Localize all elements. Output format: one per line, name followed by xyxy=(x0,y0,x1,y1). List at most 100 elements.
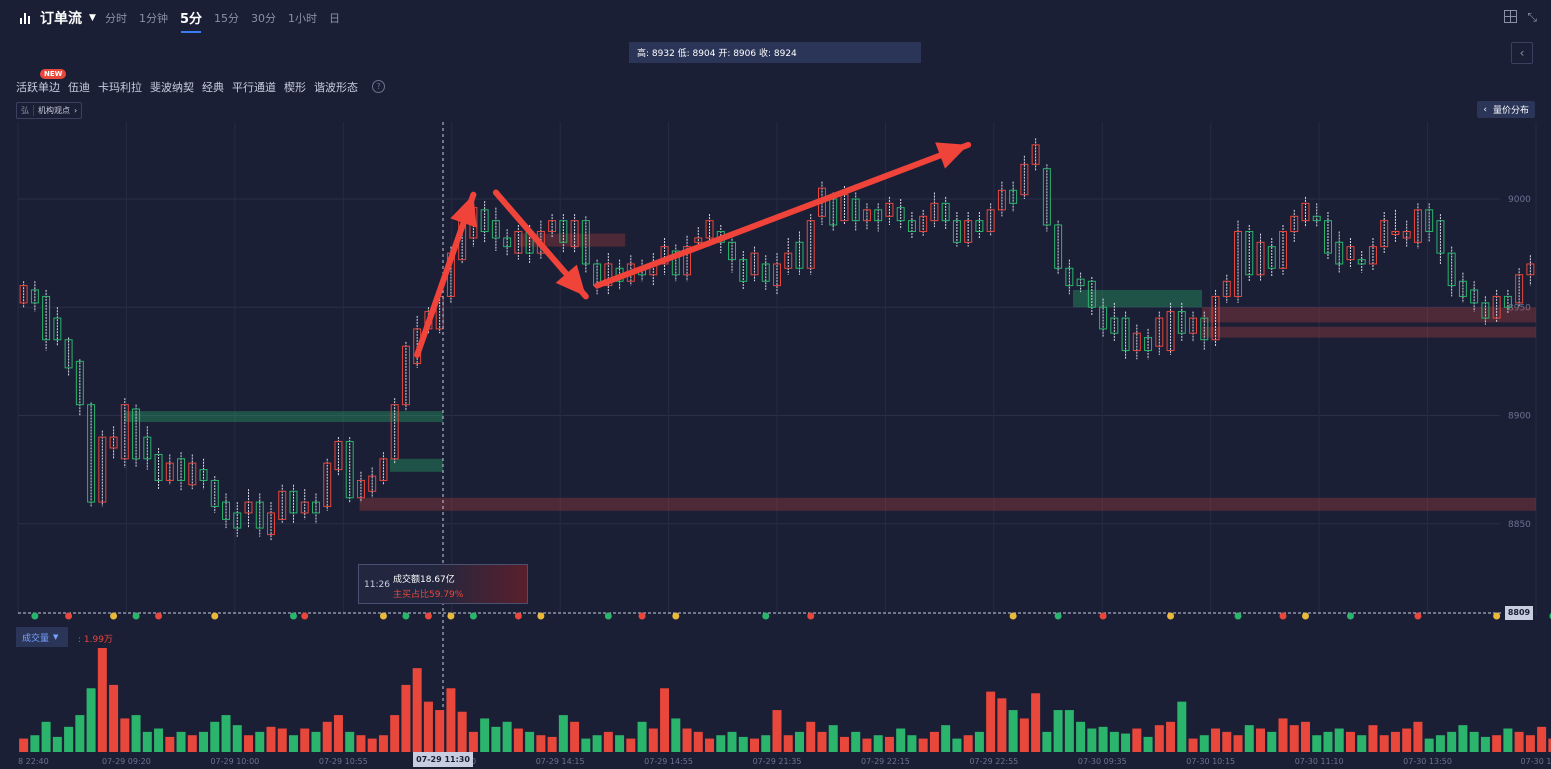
volume-bar xyxy=(839,736,849,752)
volume-bar xyxy=(1132,728,1142,752)
pattern-active-unilateral[interactable]: 活跃单边 NEW xyxy=(16,69,67,95)
candle-body xyxy=(795,241,804,269)
pattern-woody[interactable]: 伍迪 xyxy=(68,81,90,94)
volume-bar xyxy=(86,688,96,752)
candle-body xyxy=(986,209,995,232)
trend-arrow-line xyxy=(594,141,972,289)
candle-body xyxy=(1222,280,1231,297)
candle-body xyxy=(784,252,793,269)
collapse-diagonal-icon[interactable]: ⤡ xyxy=(1527,10,1537,24)
volume-bar xyxy=(907,735,917,752)
candle-body xyxy=(975,220,984,232)
candle-body xyxy=(604,263,613,287)
volume-bar xyxy=(390,715,400,752)
candle-body xyxy=(952,220,961,243)
pattern-classic[interactable]: 经典 xyxy=(202,81,224,94)
volume-bar xyxy=(356,735,366,752)
pattern-harmonic[interactable]: 谐波形态 xyxy=(314,81,358,94)
candle-body xyxy=(997,189,1006,211)
volume-bar xyxy=(794,731,804,752)
candle-body xyxy=(1357,259,1366,265)
candle-body xyxy=(1121,317,1130,352)
candle-body xyxy=(154,453,163,481)
volume-bar xyxy=(1087,728,1097,752)
tab-day[interactable]: 日 xyxy=(329,12,341,25)
pattern-camarilla[interactable]: 卡玛利拉 xyxy=(98,81,142,94)
volume-profile-label: 量价分布 xyxy=(1492,106,1529,116)
volume-bar xyxy=(322,721,332,752)
signal-marker xyxy=(424,612,432,620)
tab-1min[interactable]: 1分钟 xyxy=(139,12,168,25)
x-tick-label: 07-30 10:15 xyxy=(1186,757,1235,766)
candle-body xyxy=(143,436,152,460)
candle-body xyxy=(1211,295,1220,341)
institution-view-chip[interactable]: 弘 机构观点 › xyxy=(16,102,83,119)
volume-bar xyxy=(896,728,906,752)
volume-indicator-select[interactable]: 成交量 ▼ xyxy=(16,627,68,647)
caret-down-icon[interactable]: ▼ xyxy=(89,13,96,23)
candle-body xyxy=(345,440,354,499)
candle-body xyxy=(896,207,905,222)
volume-bar xyxy=(817,731,827,752)
volume-bar xyxy=(221,715,231,752)
candle-body xyxy=(806,220,815,269)
volume-bar xyxy=(918,738,928,752)
y-tick-label: 8900 xyxy=(1508,412,1531,422)
candle-body xyxy=(761,263,770,282)
volume-bar xyxy=(1166,721,1176,752)
tooltip-amount: 成交额18.67亿 xyxy=(393,575,455,585)
volume-bar xyxy=(154,728,164,752)
volume-bar xyxy=(97,648,107,752)
candle-body xyxy=(255,501,264,529)
pattern-parallel-channel[interactable]: 平行通道 xyxy=(232,81,276,94)
candle-body xyxy=(503,237,512,248)
x-tick-label: 07-30 1 xyxy=(1521,757,1551,766)
app-title-label: 订单流 xyxy=(40,11,82,27)
volume-bar xyxy=(1064,710,1074,752)
candle-body xyxy=(109,436,118,449)
app-title[interactable]: 订单流 ▼ xyxy=(20,8,96,28)
volume-bar xyxy=(862,738,872,752)
volume-bar xyxy=(75,715,85,752)
tab-1hour[interactable]: 1小时 xyxy=(288,12,318,25)
signal-marker xyxy=(537,612,545,620)
volume-bar xyxy=(333,715,343,752)
help-icon[interactable]: ? xyxy=(372,80,385,93)
volume-bar xyxy=(592,735,602,752)
signal-marker xyxy=(110,612,118,620)
volume-bar xyxy=(176,731,186,752)
pattern-wedge[interactable]: 楔形 xyxy=(284,81,306,94)
candle-body xyxy=(244,501,253,514)
candle-body xyxy=(1144,337,1153,352)
trend-arrow-head xyxy=(555,264,586,297)
volume-bar xyxy=(1492,735,1502,752)
collapse-panel-button[interactable]: ‹ xyxy=(1511,42,1533,64)
candle-body xyxy=(1009,189,1018,204)
volume-bar xyxy=(1300,721,1310,752)
chevron-left-icon: ‹ xyxy=(1483,104,1487,115)
volume-bar xyxy=(199,731,209,752)
tab-15min[interactable]: 15分 xyxy=(214,12,240,25)
signal-marker xyxy=(514,612,522,620)
signal-marker xyxy=(762,612,770,620)
pattern-fibonacci[interactable]: 斐波纳契 xyxy=(150,81,194,94)
tab-fenshi[interactable]: 分时 xyxy=(105,12,127,25)
signal-marker xyxy=(132,612,140,620)
layout-grid-icon[interactable] xyxy=(1504,10,1518,23)
volume-profile-button[interactable]: ‹ 量价分布 xyxy=(1477,101,1535,118)
tab-5min[interactable]: 5分 xyxy=(180,8,202,33)
volume-bar xyxy=(851,731,861,752)
signal-marker xyxy=(807,612,815,620)
current-price-tag: 8809 xyxy=(1505,606,1533,620)
volume-bar xyxy=(941,725,951,752)
tab-30min[interactable]: 30分 xyxy=(251,12,277,25)
volume-bar xyxy=(1514,731,1524,752)
candle-body xyxy=(300,501,309,514)
volume-bar xyxy=(468,731,478,752)
pattern-label: 活跃单边 xyxy=(16,81,60,94)
candle-body xyxy=(233,512,242,529)
volume-bar xyxy=(750,738,760,752)
volume-bar xyxy=(873,735,883,752)
volume-bar xyxy=(536,735,546,752)
